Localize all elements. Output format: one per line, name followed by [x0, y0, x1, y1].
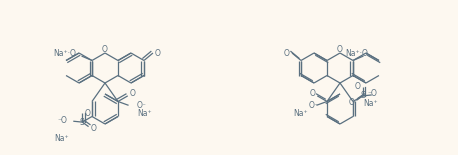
Text: O: O — [337, 45, 343, 54]
Text: Na⁺: Na⁺ — [293, 109, 308, 118]
Text: ⁻O: ⁻O — [57, 116, 67, 125]
Text: O: O — [155, 49, 161, 58]
Text: O: O — [284, 49, 290, 58]
Text: O: O — [130, 89, 136, 98]
Text: Na⁺·O: Na⁺·O — [346, 49, 369, 58]
Text: O: O — [102, 45, 108, 54]
Text: O⁻: O⁻ — [308, 101, 318, 110]
Text: O: O — [309, 89, 315, 98]
Text: O⁻: O⁻ — [136, 101, 147, 110]
Text: Na⁺·O: Na⁺·O — [54, 49, 76, 58]
Text: O: O — [355, 82, 360, 91]
Text: Na⁺: Na⁺ — [363, 99, 377, 108]
Text: Na⁺: Na⁺ — [137, 109, 152, 118]
Text: ⁻O: ⁻O — [368, 89, 378, 98]
Text: O: O — [84, 109, 90, 118]
Text: O: O — [91, 124, 97, 133]
Text: O: O — [349, 98, 354, 107]
Text: S: S — [80, 118, 85, 127]
Text: S: S — [360, 91, 365, 100]
Text: Na⁺: Na⁺ — [54, 134, 69, 143]
